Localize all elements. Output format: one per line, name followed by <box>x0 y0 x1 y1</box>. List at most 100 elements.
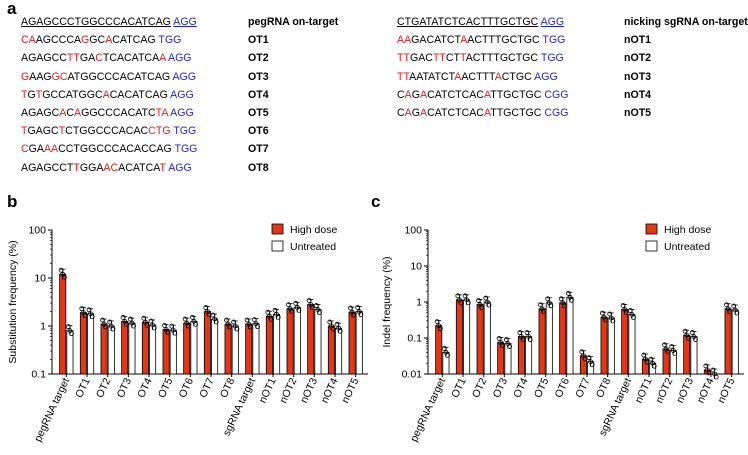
y-tick-label: 100 <box>28 225 46 237</box>
bar-high-dose <box>265 315 273 375</box>
replicate-point <box>185 323 191 329</box>
x-tick-label: nOT2 <box>653 376 675 405</box>
bar-high-dose <box>121 320 129 375</box>
y-tick-label: 10 <box>410 261 422 273</box>
nicking-label-column: nicking sgRNA on-target nOT1 nOT2 nOT3 nOT4 n… <box>624 13 748 122</box>
replicate-point <box>465 300 471 306</box>
bar-untreated <box>293 306 301 375</box>
replicate-point <box>120 314 126 320</box>
replicate-point <box>496 336 502 341</box>
bar-untreated <box>690 336 698 375</box>
legend-swatch-high-dose <box>645 223 658 235</box>
x-tick-label: nOT5 <box>339 376 361 405</box>
replicate-point <box>227 324 233 330</box>
replicate-point <box>703 363 709 369</box>
legend-label-untreated: Untreated <box>290 241 336 253</box>
legend-swatch-high-dose <box>271 223 284 235</box>
pegrna-row-pam: TGG <box>158 34 182 47</box>
replicate-point <box>445 352 450 358</box>
replicate-point <box>669 344 675 349</box>
replicate-point <box>545 296 551 302</box>
nicking-row-pam: TGG <box>542 34 566 47</box>
bar-untreated <box>273 313 281 375</box>
pegrna-row-sequence: TGTGCCATGGCACACATCAG <box>21 88 168 101</box>
x-tick-label: OT1 <box>73 376 93 400</box>
replicate-point <box>358 312 364 317</box>
replicate-point <box>503 337 509 342</box>
bar-high-dose <box>203 311 211 375</box>
nicking-row-sequence: TTGACTTCTTACTTTGCTGC <box>397 52 539 65</box>
nicking-header-sequence: CTGATATCTCACTTTGCTGC <box>397 16 539 28</box>
replicate-point <box>123 321 129 327</box>
bar-high-dose <box>435 325 443 375</box>
pegrna-row-pam: AGG <box>170 88 194 101</box>
bar-untreated <box>128 322 136 375</box>
nicking-row-label: nOT3 <box>624 70 652 83</box>
nicking-row-label: nOT1 <box>624 34 652 47</box>
legend-label-high-dose: High dose <box>664 224 711 236</box>
replicate-point <box>734 310 740 316</box>
y-tick-label: 0.01 <box>402 369 423 381</box>
replicate-point <box>527 337 533 342</box>
replicate-point <box>499 343 505 348</box>
replicate-point <box>579 349 585 355</box>
replicate-point <box>289 309 295 315</box>
replicate-point <box>631 315 636 320</box>
y-tick-label: 1 <box>40 321 46 333</box>
replicate-point <box>641 352 647 358</box>
bar-untreated <box>252 323 260 375</box>
bar-high-dose <box>286 308 294 375</box>
panel-letter-c: c <box>371 192 381 211</box>
replicate-point <box>151 325 157 331</box>
replicate-point <box>231 319 237 325</box>
replicate-point <box>558 296 564 302</box>
pegrna-row-sequence: CAAGCCCAGGCACATCAG <box>21 34 156 47</box>
replicate-point <box>334 321 340 327</box>
replicate-point <box>224 317 229 323</box>
replicate-point <box>86 307 92 313</box>
pegrna-row-ot4: TGTGCCATGGCACACATCAG AGG <box>21 86 197 104</box>
pegrna-row-label: OT6 <box>248 125 269 138</box>
y-tick-label: 0.1 <box>407 333 422 345</box>
x-tick-label: nOT3 <box>674 376 696 405</box>
bar-untreated <box>190 320 198 375</box>
replicate-point <box>610 318 616 324</box>
x-tick-label: OT5 <box>532 376 552 400</box>
pegrna-header-label: pegRNA on-target <box>248 16 339 28</box>
bar-high-dose <box>307 304 315 375</box>
bar-high-dose <box>621 309 629 375</box>
bar-high-dose <box>59 273 67 375</box>
pegrna-row-pam: AGG <box>170 106 194 119</box>
x-tick-label: OT8 <box>218 376 238 400</box>
pegrna-row-pam: AGG <box>168 161 192 174</box>
pegrna-row-sequence: AGAGCACAGGCCCACATCTA <box>21 106 168 119</box>
replicate-point <box>210 312 216 318</box>
replicate-point <box>182 316 188 322</box>
replicate-point <box>507 344 512 349</box>
x-tick-label: OT7 <box>197 376 217 400</box>
legend-swatch-untreated <box>271 240 284 252</box>
bar-untreated <box>107 325 115 375</box>
pegrna-row-ot7: CGAAACCTGGCCCACACCAG TGG <box>21 140 197 158</box>
replicate-point <box>724 302 729 308</box>
replicate-point <box>486 302 492 308</box>
replicate-point <box>268 316 274 322</box>
bar-high-dose <box>100 323 108 375</box>
replicate-point <box>189 314 195 320</box>
bar-high-dose <box>327 325 335 375</box>
replicate-point <box>644 359 650 365</box>
replicate-point <box>603 317 609 323</box>
pegrna-row-sequence: AGAGCCTTGGAACACATCAT <box>21 161 166 174</box>
x-tick-label: nOT2 <box>277 376 299 405</box>
replicate-point <box>520 337 526 342</box>
nicking-row-sequence: CAGACATCTCACATTGCTGC <box>397 88 542 101</box>
legend-label-high-dose: High dose <box>290 224 337 236</box>
bar-high-dose <box>559 302 567 375</box>
pegrna-row-sequence: AGAGCCTTGACTCACATCAA <box>21 52 166 65</box>
replicate-point <box>476 298 481 303</box>
y-tick-label: 100 <box>404 225 422 237</box>
replicate-point <box>306 298 312 303</box>
replicate-point <box>462 293 468 299</box>
x-tick-label: OT7 <box>573 376 593 400</box>
pegrna-header-sequence: AGAGCCCTGGCCCACATCAG <box>21 16 171 28</box>
